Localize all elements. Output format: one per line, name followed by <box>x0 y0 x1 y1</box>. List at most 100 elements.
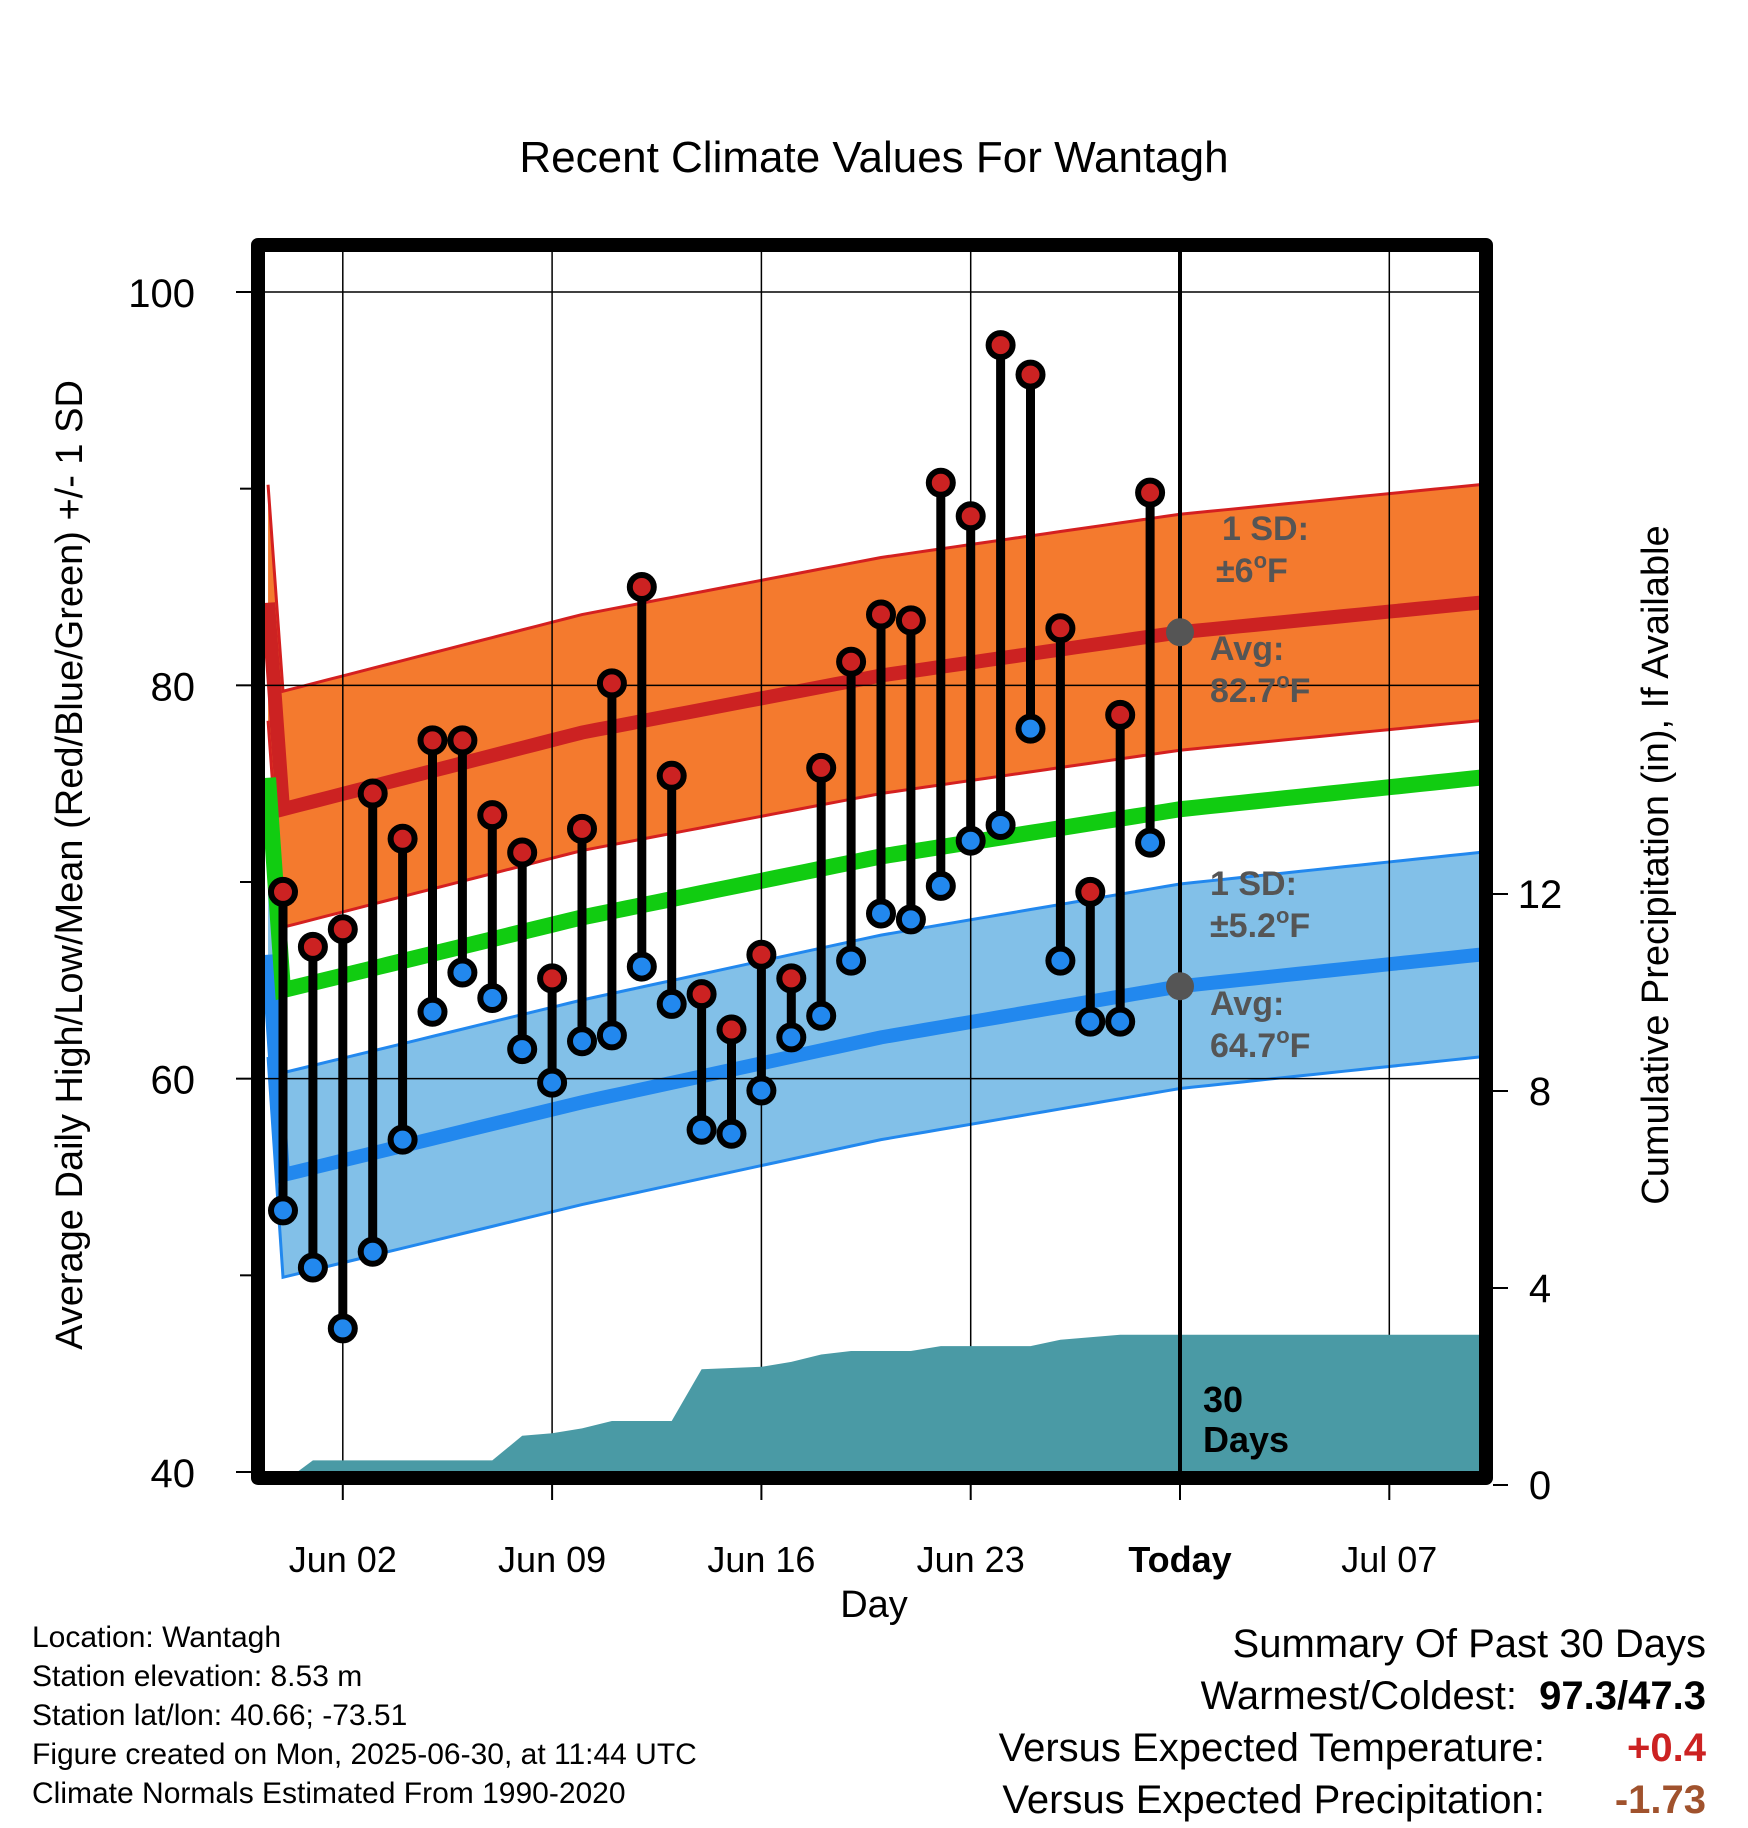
x-tick-label: Jul 07 <box>1341 1539 1437 1580</box>
plot-frame <box>251 238 1493 1485</box>
temp-value: +0.4 <box>1627 1726 1706 1770</box>
precip-value: -1.73 <box>1614 1778 1706 1822</box>
summary-temp: Versus Expected Temperature: +0.4 <box>999 1722 1706 1774</box>
normal-low-band-upper-edge <box>266 851 1480 1075</box>
summary-title: Summary Of Past 30 Days <box>1232 1622 1706 1666</box>
y-tick-label-right: 0 <box>1529 1464 1551 1508</box>
daily-low-point <box>537 1067 568 1098</box>
precipitation-area <box>297 1334 1480 1472</box>
daily-high-point <box>1105 699 1136 730</box>
normal-low-line <box>264 947 1480 1184</box>
daily-high-point <box>716 1014 747 1045</box>
daily-high-point <box>417 725 448 756</box>
summary-panel: Summary Of Past 30 Days Warmest/Coldest:… <box>999 1618 1706 1826</box>
temp-label: Versus Expected Temperature: <box>998 1726 1545 1770</box>
daily-high-point <box>1015 359 1046 390</box>
daily-high-point <box>746 939 777 970</box>
daily-low-point <box>507 1034 538 1065</box>
location-text: Location: Wantagh <box>32 1621 282 1654</box>
high-sd-value: ±6oF <box>1216 548 1288 590</box>
low-sd-label: 1 SD: <box>1210 865 1297 903</box>
daily-low-point <box>1045 945 1076 976</box>
normal-high-band-upper-edge <box>266 483 1480 694</box>
daily-low-point <box>1135 827 1166 858</box>
high-avg-value: 82.7oF <box>1210 668 1310 710</box>
daily-low-point <box>866 898 896 929</box>
daily-high-point <box>866 599 896 630</box>
normal-low-band <box>268 852 1480 1278</box>
daily-high-point <box>327 914 358 945</box>
y-axis-label-left: Average Daily High/Low/Mean (Red/Blue/Gr… <box>49 380 91 1350</box>
daily-high-point <box>297 931 328 962</box>
daily-low-point <box>447 957 478 988</box>
daily-high-point <box>626 572 657 602</box>
daily-high-point <box>806 752 837 783</box>
daily-high-point <box>895 605 926 636</box>
daily-low-point <box>1015 713 1046 744</box>
x-axis-label: Day <box>840 1584 908 1626</box>
x-tick-label: Jun 23 <box>917 1539 1025 1580</box>
daily-low-point <box>567 1026 597 1057</box>
precip-label: Versus Expected Precipitation: <box>1002 1778 1545 1822</box>
daily-low-point <box>895 904 926 935</box>
y-tick-label-left: 100 <box>128 272 195 316</box>
daily-high-point <box>387 823 418 854</box>
daily-high-point <box>686 979 717 1010</box>
daily-high-point <box>596 668 627 699</box>
plot-area <box>264 251 1480 1472</box>
daily-high-point <box>836 646 867 677</box>
normal-low-band-lower-edge <box>266 1055 1480 1280</box>
latlon-text: Station lat/lon: 40.66; -73.51 <box>32 1699 408 1732</box>
daily-high-point <box>1045 613 1076 644</box>
daily-low-point <box>268 1195 298 1226</box>
daily-high-point <box>955 501 986 532</box>
y-tick-label-left: 60 <box>151 1059 196 1103</box>
daily-low-point <box>596 1020 627 1051</box>
daily-high-point <box>567 813 597 844</box>
daily-low-point <box>955 825 986 856</box>
daily-high-point <box>1075 876 1106 907</box>
daily-high-point <box>537 963 568 994</box>
daily-low-point <box>716 1118 747 1149</box>
normal-low-avg-marker <box>1166 972 1194 1001</box>
x-tick-label: Today <box>1128 1539 1231 1580</box>
y-axis-label-right: Cumulative Precipitation (in), If Availa… <box>1635 525 1677 1204</box>
daily-low-point <box>327 1313 358 1344</box>
daily-low-point <box>297 1252 328 1283</box>
daily-high-point <box>776 963 807 994</box>
daily-high-point <box>507 837 538 868</box>
daily-low-point <box>656 988 687 1019</box>
chart-title: Recent Climate Values For Wantagh <box>519 133 1228 182</box>
warm-cold-label: Warmest/Coldest: <box>1200 1674 1517 1718</box>
daily-low-point <box>925 870 956 901</box>
normal-high-band <box>268 484 1480 928</box>
daily-low-point <box>746 1075 777 1106</box>
low-sd-value: ±5.2oF <box>1210 903 1310 945</box>
y-tick-label-right: 8 <box>1529 1070 1551 1114</box>
x-tick-label: Jun 09 <box>498 1539 606 1580</box>
precip-days-label-line2: Days <box>1203 1419 1289 1460</box>
high-avg-label: Avg: <box>1210 630 1284 668</box>
warm-cold-value: 97.3/47.3 <box>1539 1674 1706 1718</box>
high-sd-label: 1 SD: <box>1222 510 1309 548</box>
daily-low-point <box>776 1022 807 1053</box>
daily-low-point <box>1075 1006 1106 1037</box>
daily-low-point <box>686 1114 717 1145</box>
daily-low-point <box>387 1124 418 1155</box>
daily-high-point <box>656 760 687 791</box>
daily-low-point <box>477 983 508 1014</box>
y-tick-label-right: 12 <box>1518 873 1563 917</box>
daily-high-point <box>268 876 298 907</box>
daily-high-point <box>925 467 956 498</box>
created-text: Figure created on Mon, 2025-06-30, at 11… <box>32 1738 697 1771</box>
daily-low-point <box>806 1000 837 1031</box>
daily-low-point <box>417 996 448 1027</box>
daily-low-point <box>836 945 867 976</box>
x-tick-label: Jun 16 <box>707 1539 815 1580</box>
precip-days-label-line1: 30 <box>1203 1379 1243 1420</box>
y-tick-label-right: 4 <box>1529 1267 1551 1311</box>
daily-high-point <box>447 725 478 756</box>
low-avg-value: 64.7oF <box>1210 1023 1310 1065</box>
normals-text: Climate Normals Estimated From 1990-2020 <box>32 1777 626 1810</box>
